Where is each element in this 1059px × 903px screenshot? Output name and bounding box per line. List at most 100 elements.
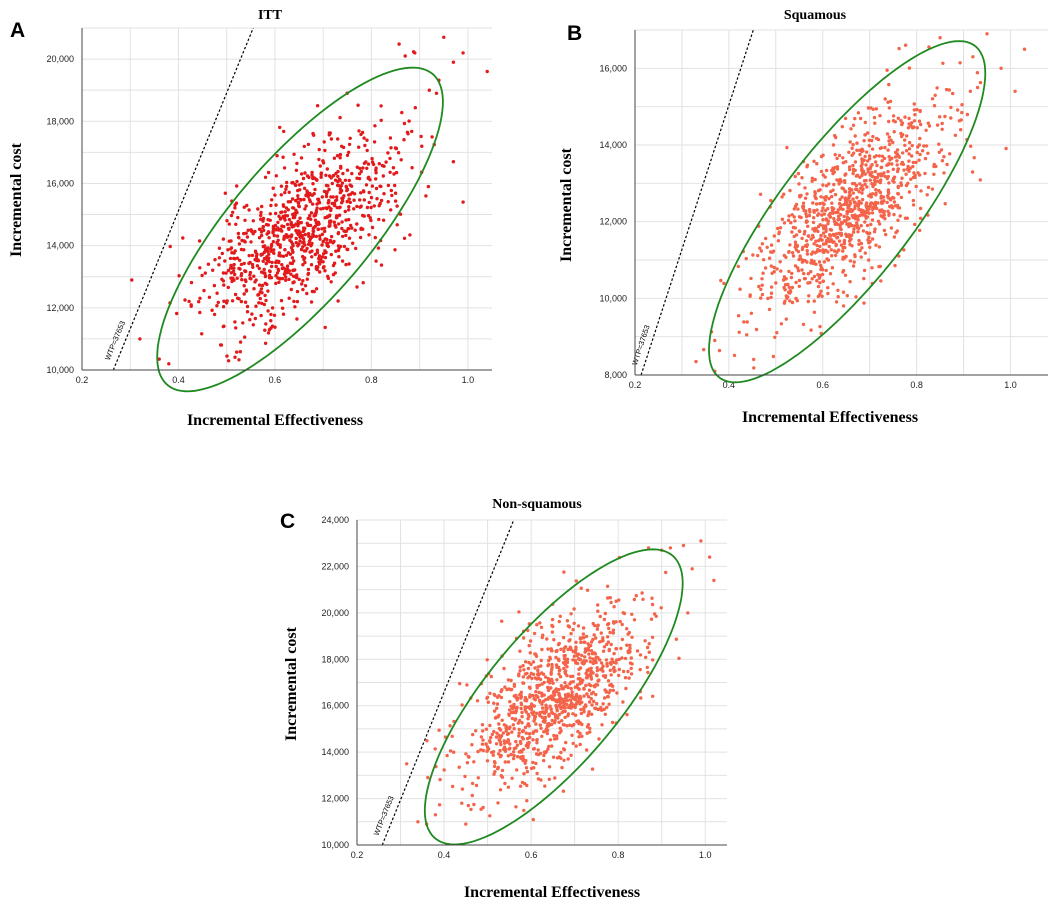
panel-b-point [915, 107, 919, 112]
panel-c-point [605, 622, 610, 627]
panel-b-point [812, 310, 817, 314]
panel-a-point [442, 35, 446, 39]
panel-a-point [402, 236, 407, 240]
panel-a-point [390, 193, 394, 198]
panel-c-point [481, 729, 485, 733]
panel-b-point [805, 192, 809, 196]
panel-b-point [843, 116, 848, 121]
panel-c-point [577, 672, 581, 676]
panel-c-point [629, 672, 634, 676]
panel-b-point [807, 234, 811, 238]
panel-c-point [492, 701, 496, 705]
panel-a-point [379, 118, 383, 123]
panel-b-point [748, 294, 752, 298]
panel-b-ticks: 0.2 0.4 0.6 0.8 1.08,00010,00012,00014,00016… [599, 63, 1016, 390]
panel-b-point [872, 230, 877, 234]
panel-a-point [420, 144, 424, 148]
panel-a-point [321, 159, 325, 163]
panel-c-point [628, 661, 633, 665]
panel-a-point [297, 277, 301, 282]
panel-a-point [269, 203, 273, 208]
panel-c-point [572, 696, 576, 700]
panel-a-point [361, 166, 365, 170]
panel-a-point [292, 299, 296, 304]
panel-c-point [525, 799, 529, 803]
panel-b-point [756, 253, 760, 258]
panel-a-point [267, 230, 271, 235]
panel-b-wtp: WTP=37653 [630, 30, 754, 375]
panel-c-point [605, 705, 609, 710]
panel-c-point [582, 707, 586, 711]
panel-a-point [250, 262, 255, 267]
panel-b-point [847, 224, 851, 229]
panel-b-point [932, 104, 937, 108]
panel-a-point [259, 313, 263, 318]
panel-a-point [451, 160, 456, 164]
panel-b-point [999, 66, 1003, 71]
panel-a-point [273, 211, 278, 216]
panel-b-point [834, 135, 838, 140]
panel-a-point [343, 178, 348, 182]
panel-b-point [875, 175, 880, 179]
panel-c-xtick-label: 0.2 [351, 850, 364, 860]
panel-b-point [849, 207, 853, 212]
panel-c-point [524, 743, 528, 748]
panel-c-point [541, 706, 545, 710]
panel-a-point [338, 115, 342, 120]
panel-c-point [618, 619, 622, 624]
panel-b-point [761, 271, 765, 275]
panel-a-point [332, 173, 336, 178]
panel-c-point [545, 724, 549, 729]
panel-b-point [842, 214, 846, 219]
panel-c-point [464, 752, 468, 756]
panel-a-point [291, 250, 295, 254]
panel-b-point [911, 198, 916, 203]
panel-c-point [491, 753, 495, 757]
panel-b-point [851, 123, 856, 128]
panel-a-point [221, 324, 225, 329]
panel-c-point [594, 692, 598, 697]
panel-b-point [742, 320, 746, 324]
panel-a-point [291, 206, 295, 210]
panel-c-point [599, 631, 603, 635]
panel-a-point [244, 231, 248, 235]
panel-c-point [476, 776, 480, 780]
panel-a-point [327, 131, 332, 135]
panel-c-point [532, 747, 536, 751]
panel-b-point [953, 133, 958, 137]
panel-c-point [534, 690, 538, 694]
panel-b-point [759, 249, 764, 253]
panel-c-point [539, 664, 543, 668]
panel-b-point [878, 114, 882, 118]
panel-c-point [629, 656, 633, 660]
panel-b-point [867, 138, 871, 142]
panel-c-point [596, 656, 600, 660]
panel-c-point [503, 781, 507, 786]
panel-b-point [893, 204, 897, 208]
panel-a-point [239, 272, 244, 276]
panel-a-point [259, 287, 264, 291]
panel-c-point [496, 765, 500, 770]
panel-a-point [317, 147, 321, 152]
panel-a-point [377, 217, 381, 222]
panel-a-point [267, 236, 271, 240]
panel-a-point [311, 182, 315, 186]
panel-c-point [518, 649, 522, 653]
panel-a-ellipse-group [156, 66, 444, 393]
panel-a-point [292, 259, 296, 263]
panel-b-point [899, 119, 903, 123]
panel-c-point [575, 654, 579, 658]
panel-a-point [262, 267, 266, 272]
panel-b-point [841, 161, 846, 165]
panel-b-point [887, 119, 891, 124]
panel-c-point [523, 761, 527, 765]
panel-c-point [530, 676, 534, 681]
panel-a-point [293, 305, 297, 309]
panel-b-point [803, 186, 807, 190]
panel-a-point [262, 250, 267, 254]
panel-b-point [900, 122, 904, 127]
panel-b-point [771, 354, 776, 359]
panel-b-point [834, 243, 838, 248]
panel-c-ytick-label: 22,000 [321, 561, 349, 571]
panel-c-point [602, 696, 607, 700]
